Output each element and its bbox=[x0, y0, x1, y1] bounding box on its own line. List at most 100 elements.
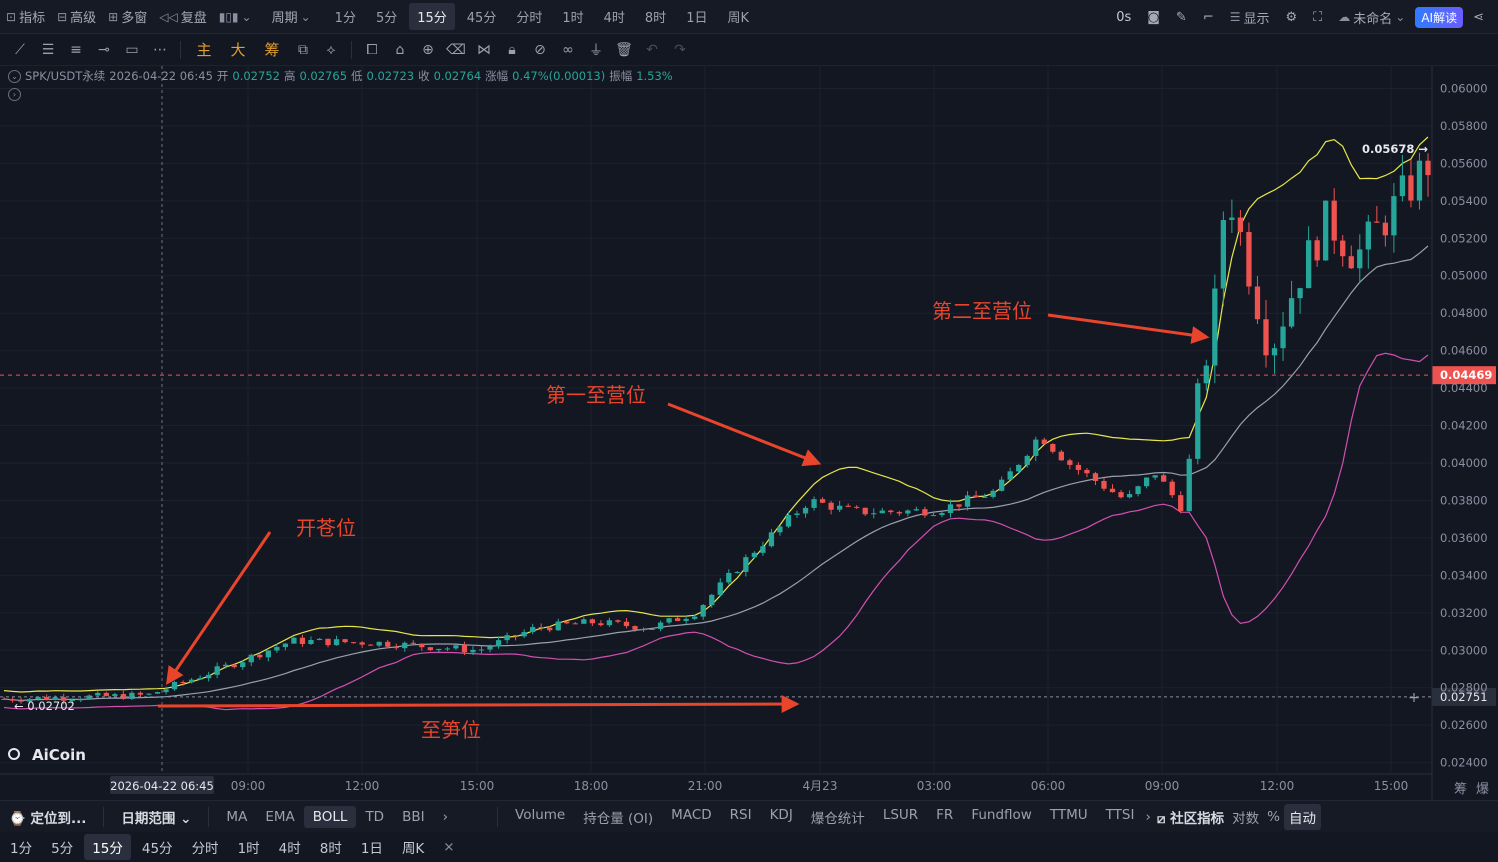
candle-body[interactable] bbox=[1425, 160, 1431, 176]
candle-body[interactable] bbox=[555, 621, 561, 631]
candle-body[interactable] bbox=[1, 698, 7, 700]
candle-body[interactable] bbox=[913, 509, 920, 511]
magnet-icon[interactable]: ⋈ bbox=[477, 41, 491, 58]
candle-body[interactable] bbox=[896, 512, 902, 514]
eraser-icon[interactable]: ⌫ bbox=[446, 41, 466, 58]
candle-body[interactable] bbox=[43, 696, 50, 700]
candle-body[interactable] bbox=[547, 627, 553, 631]
candle-body[interactable] bbox=[393, 646, 399, 649]
chip-axis-toggle[interactable]: 筹 bbox=[1454, 781, 1467, 797]
main-indicator-tab[interactable]: MA bbox=[226, 808, 248, 825]
candle-body[interactable] bbox=[1237, 217, 1244, 232]
period-tab[interactable]: 周K bbox=[727, 11, 749, 26]
candle-body[interactable] bbox=[1016, 464, 1022, 472]
candle-body[interactable] bbox=[120, 694, 127, 699]
period-tab[interactable]: 4时 bbox=[603, 11, 625, 26]
zoom-icon[interactable]: ⊕ bbox=[422, 41, 434, 58]
candle-body[interactable] bbox=[368, 644, 374, 646]
candle-body[interactable] bbox=[530, 627, 536, 633]
period-tab[interactable]: 1日 bbox=[686, 11, 708, 26]
candle-body[interactable] bbox=[1365, 221, 1371, 250]
link-icon[interactable]: ∞ bbox=[562, 41, 574, 58]
candle-body[interactable] bbox=[1178, 495, 1184, 512]
candle-body[interactable] bbox=[1101, 480, 1107, 489]
period-tab[interactable]: 8时 bbox=[644, 11, 667, 26]
candle-body[interactable] bbox=[845, 505, 851, 507]
candle-body[interactable] bbox=[248, 654, 254, 663]
candle-body[interactable] bbox=[1195, 383, 1201, 459]
candle-body[interactable] bbox=[871, 513, 877, 515]
indicator-button[interactable]: ⊡ 指标 bbox=[6, 9, 46, 27]
candle-body[interactable] bbox=[956, 504, 962, 507]
candle-body[interactable] bbox=[1331, 200, 1337, 241]
candle-body[interactable] bbox=[154, 692, 161, 694]
trash-icon[interactable]: 🗑︎ bbox=[615, 41, 633, 58]
candle-body[interactable] bbox=[1297, 288, 1303, 299]
candle-body[interactable] bbox=[9, 699, 16, 701]
candle-body[interactable] bbox=[470, 649, 476, 653]
candle-body[interactable] bbox=[930, 515, 937, 517]
add-alert-icon[interactable]: + bbox=[1408, 690, 1420, 706]
period-tab[interactable]: 周K bbox=[401, 841, 425, 857]
redo-icon[interactable]: ↷ bbox=[674, 41, 686, 58]
candle-body[interactable] bbox=[86, 695, 92, 700]
candle-body[interactable] bbox=[291, 637, 297, 644]
candle-body[interactable] bbox=[1229, 217, 1235, 221]
candle-body[interactable] bbox=[785, 515, 792, 527]
candle-body[interactable] bbox=[410, 642, 416, 644]
candle-body[interactable] bbox=[692, 616, 698, 619]
undo-icon[interactable]: ↶ bbox=[646, 41, 658, 58]
candle-body[interactable] bbox=[1092, 473, 1099, 481]
candle-body[interactable] bbox=[69, 700, 75, 702]
period-tab[interactable]: 45分 bbox=[141, 841, 173, 857]
candle-body[interactable] bbox=[572, 623, 578, 625]
main-indicator-toggle[interactable]: 主 bbox=[196, 41, 212, 59]
candle-body[interactable] bbox=[1212, 288, 1218, 366]
candle-body[interactable] bbox=[1416, 160, 1423, 201]
expand-icon[interactable]: › bbox=[8, 88, 21, 101]
candle-body[interactable] bbox=[1007, 471, 1013, 480]
candle-body[interactable] bbox=[1033, 439, 1039, 456]
candle-body[interactable] bbox=[581, 619, 587, 624]
more-arrow-icon[interactable]: › bbox=[442, 808, 449, 825]
chart-area[interactable]: 0.04469 0.02751 +0.05678 → ← 0.02702 开苍位 至笋位 第… bbox=[0, 66, 1498, 800]
candle-body[interactable] bbox=[649, 628, 655, 630]
copy-icon[interactable]: ⧠ bbox=[366, 41, 378, 58]
candle-body[interactable] bbox=[1135, 486, 1141, 495]
period-tab[interactable]: 分时 bbox=[516, 11, 543, 26]
percent-scale-toggle[interactable]: % bbox=[1267, 808, 1280, 825]
candle-body[interactable] bbox=[512, 635, 519, 637]
candle-body[interactable] bbox=[1084, 469, 1090, 474]
candle-body[interactable] bbox=[1399, 175, 1406, 197]
main-indicator-tab[interactable]: TD bbox=[365, 808, 385, 825]
candle-body[interactable] bbox=[461, 645, 468, 653]
candle-body[interactable] bbox=[1220, 220, 1226, 289]
candle-body[interactable] bbox=[78, 699, 84, 701]
candle-body[interactable] bbox=[1340, 240, 1346, 257]
candle-body[interactable] bbox=[854, 506, 860, 508]
scale-icon[interactable]: ⧉ bbox=[298, 41, 308, 58]
candle-body[interactable] bbox=[598, 623, 604, 626]
candle-body[interactable] bbox=[564, 621, 570, 624]
candle-body[interactable] bbox=[495, 640, 502, 647]
liquidation-axis-toggle[interactable]: 爆 bbox=[1476, 782, 1489, 797]
close-icon[interactable]: × bbox=[443, 839, 455, 855]
ai-interpret-button[interactable]: AI解读 bbox=[1415, 6, 1464, 28]
candle-body[interactable] bbox=[95, 692, 101, 696]
period-tab[interactable]: 8时 bbox=[319, 841, 342, 857]
candle-body[interactable] bbox=[615, 620, 621, 622]
big-order-toggle[interactable]: 大 bbox=[230, 41, 246, 59]
candle-body[interactable] bbox=[1382, 222, 1389, 236]
candle-body[interactable] bbox=[888, 510, 894, 513]
share-icon[interactable]: ⋖ bbox=[1473, 9, 1484, 25]
horizontal-lines-icon[interactable]: ≡ bbox=[70, 41, 82, 58]
candle-body[interactable] bbox=[1305, 240, 1312, 289]
candle-body[interactable] bbox=[947, 504, 954, 514]
candle-body[interactable] bbox=[657, 622, 664, 629]
trendline-icon[interactable]: ⟋ bbox=[15, 41, 25, 58]
candle-body[interactable] bbox=[836, 505, 843, 510]
sub-indicator-tab[interactable]: RSI bbox=[729, 806, 752, 823]
parallel-lines-icon[interactable]: ☰ bbox=[41, 41, 55, 58]
candle-body[interactable] bbox=[316, 638, 323, 641]
candle-body[interactable] bbox=[171, 682, 178, 690]
